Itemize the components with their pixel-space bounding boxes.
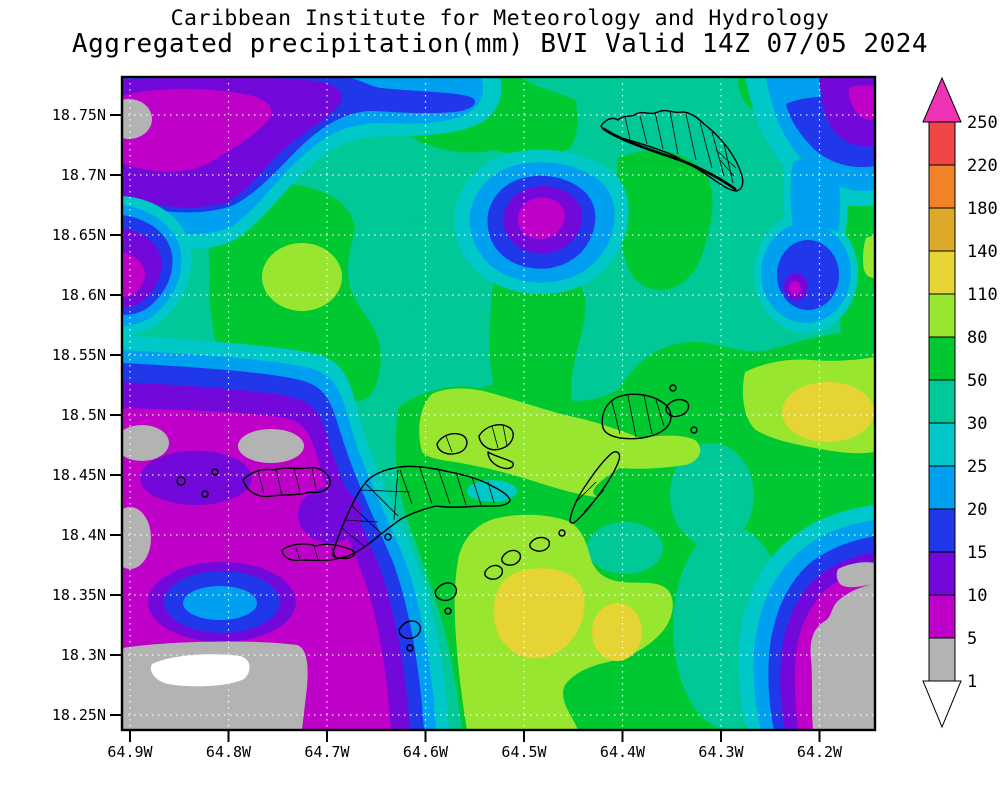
lat-tick-label: 18.55N bbox=[52, 346, 106, 364]
field-northeast-lows bbox=[745, 77, 875, 333]
lon-tick-label: 64.9W bbox=[107, 743, 153, 761]
colorbar-band-orange bbox=[928, 164, 956, 209]
colorbar-tick-label: 20 bbox=[967, 500, 987, 520]
precip-colorbar: 250 220 180 140 110 80 50 30 25 20 15 10 5 1 bbox=[922, 76, 998, 729]
colorbar-band-gold bbox=[928, 207, 956, 252]
lon-tick-label: 64.5W bbox=[501, 743, 547, 761]
lon-tick-label: 64.7W bbox=[304, 743, 350, 761]
colorbar-band-magenta bbox=[928, 594, 956, 639]
field-west-edge-low bbox=[122, 196, 192, 336]
colorbar-tick-label: 140 bbox=[967, 242, 998, 262]
figure-title-product: Aggregated precipitation(mm) BVI Valid 1… bbox=[72, 29, 928, 59]
colorbar-overflow-arrow bbox=[922, 76, 962, 123]
island-tortola-group bbox=[332, 465, 511, 559]
colorbar-band-ltblue bbox=[928, 465, 956, 510]
colorbar-tick-label: 220 bbox=[967, 156, 998, 176]
colorbar-band-red bbox=[928, 121, 956, 166]
islands-southern-cays bbox=[384, 529, 566, 652]
colorbar-tick-label: 80 bbox=[967, 328, 987, 348]
colorbar-tick-label: 30 bbox=[967, 414, 987, 434]
lon-tick-label: 64.3W bbox=[698, 743, 744, 761]
islands-guana-camanoe bbox=[436, 424, 514, 470]
field-yellow-maxima bbox=[493, 382, 874, 661]
lat-tick-label: 18.25N bbox=[52, 706, 106, 724]
precip-fill-field bbox=[122, 77, 875, 730]
colorbar-band-gray bbox=[928, 637, 956, 682]
map-border bbox=[120, 75, 877, 732]
field-north-central-bullseye bbox=[454, 149, 629, 294]
white-sub1mm-core bbox=[150, 654, 250, 687]
lat-tick-label: 18.6N bbox=[61, 286, 106, 304]
island-outlines bbox=[176, 109, 744, 652]
lon-tick-label: 64.6W bbox=[403, 743, 449, 761]
lat-tick-label: 18.65N bbox=[52, 226, 106, 244]
lat-tick-label: 18.35N bbox=[52, 586, 106, 604]
colorbar-band-purple bbox=[928, 551, 956, 596]
colorbar-band-blue bbox=[928, 508, 956, 553]
lat-tick-label: 18.45N bbox=[52, 466, 106, 484]
lat-tick-label: 18.5N bbox=[61, 406, 106, 424]
colorbar-tick-label: 50 bbox=[967, 371, 987, 391]
colorbar-tick-label: 180 bbox=[967, 199, 998, 219]
colorbar-tick-label: 5 bbox=[967, 629, 977, 649]
colorbar-tick-label: 110 bbox=[967, 285, 998, 305]
lat-tick-label: 18.75N bbox=[52, 106, 106, 124]
colorbar-band-yellow bbox=[928, 250, 956, 295]
lat-lon-gridlines bbox=[122, 77, 875, 730]
colorbar-tick-label: 10 bbox=[967, 586, 987, 606]
islands-east-chain bbox=[281, 543, 356, 562]
field-southeast-low bbox=[738, 505, 875, 730]
axis-ticks-and-labels: 18.75N 18.7N 18.65N 18.6N 18.55N 18.5N 18.45N 1… bbox=[52, 106, 843, 761]
colorbar-band-yellowgreen bbox=[928, 293, 956, 338]
colorbar-band-green bbox=[928, 336, 956, 381]
lon-tick-label: 64.2W bbox=[797, 743, 843, 761]
island-st-thomas-chain bbox=[176, 466, 331, 498]
colorbar-band-teal bbox=[928, 379, 956, 424]
lat-tick-label: 18.3N bbox=[61, 646, 106, 664]
map-plot-area: 18.75N 18.7N 18.65N 18.6N 18.55N 18.5N 18.45N 1… bbox=[52, 75, 877, 761]
colorbar-underflow-arrow bbox=[922, 680, 962, 729]
colorbar-tick-label: 1 bbox=[967, 672, 977, 692]
figure-title-institute: Caribbean Institute for Meteorology and … bbox=[171, 6, 830, 31]
lat-tick-label: 18.7N bbox=[61, 166, 106, 184]
colorbar-tick-label: 250 bbox=[967, 113, 998, 133]
bullseye-cyan-core bbox=[183, 586, 257, 620]
lat-tick-label: 18.4N bbox=[61, 526, 106, 544]
colorbar-tick-label: 25 bbox=[967, 457, 987, 477]
colorbar-tick-label: 15 bbox=[967, 543, 987, 563]
island-anegada bbox=[600, 109, 744, 192]
field-southwest-low bbox=[122, 335, 449, 730]
island-virgin-gorda-group bbox=[569, 384, 698, 524]
colorbar-band-turquoise bbox=[928, 422, 956, 467]
field-northwest-low bbox=[122, 77, 502, 249]
lon-tick-label: 64.8W bbox=[206, 743, 252, 761]
lon-tick-label: 64.4W bbox=[600, 743, 646, 761]
